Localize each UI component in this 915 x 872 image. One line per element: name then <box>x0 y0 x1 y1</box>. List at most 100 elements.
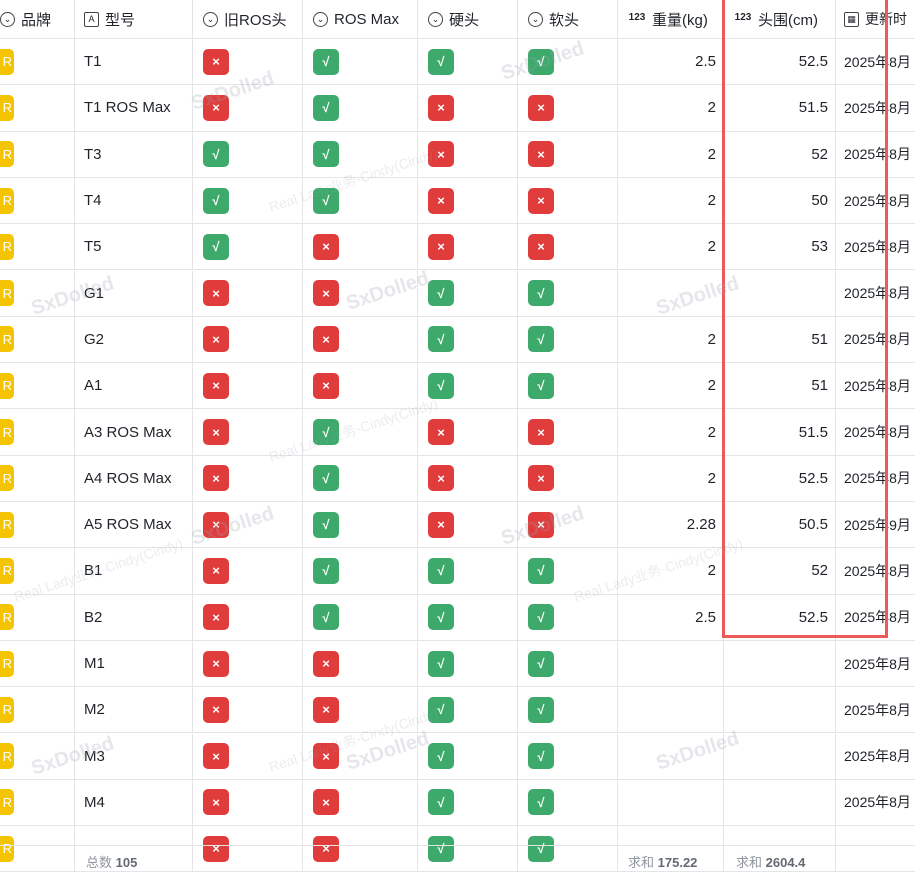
cell-hard[interactable]: × <box>418 455 518 501</box>
table-row[interactable]: R G1 × × √ √ 2025年8月 <box>0 270 915 317</box>
table-row[interactable]: R A1 × × √ √ 2 51 2025年8月 <box>0 363 915 410</box>
cell-head[interactable] <box>724 270 836 316</box>
cell-soft[interactable]: × <box>518 177 618 224</box>
cell-hard[interactable]: √ <box>418 826 518 872</box>
check-icon[interactable]: √ <box>528 696 554 723</box>
cell-updated[interactable]: 2025年8月 <box>844 192 911 209</box>
cell-ros-max[interactable]: × <box>303 687 418 733</box>
cell-hard[interactable]: × <box>418 177 518 224</box>
table-row[interactable]: R A5 ROS Max × √ × × 2.28 50.5 2025年9月 <box>0 502 915 549</box>
cell-model[interactable]: M3 <box>75 733 193 779</box>
cell-ros-max[interactable]: × <box>303 640 418 687</box>
col-model[interactable]: A 型号 <box>75 0 193 38</box>
cell-old-ros[interactable]: √ <box>193 177 303 224</box>
check-icon[interactable]: √ <box>313 465 339 492</box>
cross-icon[interactable]: × <box>313 789 339 816</box>
cell-updated[interactable]: 2025年8月 <box>844 701 911 718</box>
col-updated[interactable]: ▦ 更新时 <box>836 0 915 38</box>
cell-ros-max[interactable]: × <box>303 316 418 363</box>
check-icon[interactable]: √ <box>528 372 554 399</box>
check-icon[interactable]: √ <box>313 604 339 631</box>
check-icon[interactable]: √ <box>313 141 339 168</box>
cross-icon[interactable]: × <box>203 280 229 307</box>
check-icon[interactable]: √ <box>428 48 454 75</box>
cell-head[interactable]: 51 <box>724 363 836 409</box>
table-row[interactable]: R G2 × × √ √ 2 51 2025年8月 <box>0 316 915 364</box>
cell-soft[interactable]: × <box>518 85 618 131</box>
cell-weight[interactable] <box>618 779 724 826</box>
cell-head[interactable] <box>724 779 836 826</box>
cell-old-ros[interactable]: × <box>193 594 303 640</box>
cross-icon[interactable]: × <box>203 419 229 446</box>
cell-brand[interactable]: R <box>0 779 75 826</box>
cell-updated[interactable]: 2025年8月 <box>844 238 911 255</box>
cell-brand[interactable]: R <box>0 733 75 779</box>
cell-updated[interactable]: 2025年8月 <box>844 655 911 672</box>
cross-icon[interactable]: × <box>203 48 229 75</box>
cell-model[interactable]: A4 ROS Max <box>75 455 193 501</box>
cross-icon[interactable]: × <box>203 650 229 677</box>
cross-icon[interactable]: × <box>428 94 454 121</box>
cell-soft[interactable]: √ <box>518 640 618 687</box>
cell-model[interactable]: T1 <box>75 39 193 85</box>
col-hard[interactable]: ⌄ 硬头 <box>418 0 518 38</box>
cell-old-ros[interactable]: × <box>193 687 303 733</box>
cell-updated[interactable]: 2025年8月 <box>844 53 911 70</box>
cell-head[interactable] <box>724 640 836 687</box>
cell-hard[interactable]: × <box>418 224 518 270</box>
cell-soft[interactable]: × <box>518 502 618 548</box>
cross-icon[interactable]: × <box>528 419 554 446</box>
col-weight[interactable]: 123 重量(kg) <box>618 0 724 38</box>
cell-brand[interactable]: R <box>0 85 75 131</box>
cell-weight[interactable]: 2 <box>618 177 724 224</box>
cross-icon[interactable]: × <box>428 419 454 446</box>
cell-updated[interactable]: 2025年8月 <box>844 285 911 302</box>
check-icon[interactable]: √ <box>528 604 554 631</box>
cell-weight[interactable]: 2 <box>618 455 724 501</box>
cell-ros-max[interactable]: √ <box>303 594 418 640</box>
cell-head[interactable]: 52 <box>724 131 836 177</box>
cell-head[interactable] <box>724 733 836 779</box>
cross-icon[interactable]: × <box>203 604 229 631</box>
table-row[interactable]: R M1 × × √ √ 2025年8月 <box>0 640 915 688</box>
cell-ros-max[interactable]: × <box>303 270 418 316</box>
cell-brand[interactable]: R <box>0 316 75 363</box>
table-row[interactable]: R T1 × √ √ √ 2.5 52.5 2025年8月 <box>0 39 915 86</box>
cell-hard[interactable]: × <box>418 409 518 455</box>
check-icon[interactable]: √ <box>203 233 229 260</box>
cell-ros-max[interactable]: × <box>303 363 418 409</box>
cell-head[interactable]: 51.5 <box>724 85 836 131</box>
cell-old-ros[interactable]: × <box>193 409 303 455</box>
table-row[interactable]: R A3 ROS Max × √ × × 2 51.5 2025年8月 <box>0 409 915 456</box>
cross-icon[interactable]: × <box>528 233 554 260</box>
cell-weight[interactable]: 2 <box>618 363 724 409</box>
check-icon[interactable]: √ <box>313 187 339 214</box>
cross-icon[interactable]: × <box>203 511 229 538</box>
cell-soft[interactable]: √ <box>518 594 618 640</box>
cell-updated[interactable]: 2025年9月 <box>844 516 911 533</box>
table-row[interactable]: R M2 × × √ √ 2025年8月 <box>0 687 915 734</box>
table-row[interactable]: R T5 √ × × × 2 53 2025年8月 <box>0 224 915 271</box>
cell-brand[interactable]: R <box>0 502 75 548</box>
cross-icon[interactable]: × <box>528 141 554 168</box>
cell-hard[interactable]: √ <box>418 687 518 733</box>
cross-icon[interactable]: × <box>528 94 554 121</box>
cell-hard[interactable]: √ <box>418 594 518 640</box>
cell-model[interactable]: A3 ROS Max <box>75 409 193 455</box>
cell-old-ros[interactable]: × <box>193 363 303 409</box>
check-icon[interactable]: √ <box>528 789 554 816</box>
check-icon[interactable]: √ <box>428 743 454 770</box>
col-soft[interactable]: ⌄ 软头 <box>518 0 618 38</box>
cross-icon[interactable]: × <box>313 326 339 353</box>
table-row[interactable]: R B1 × √ √ √ 2 52 2025年8月 <box>0 548 915 595</box>
cell-hard[interactable]: × <box>418 85 518 131</box>
check-icon[interactable]: √ <box>428 789 454 816</box>
cell-hard[interactable]: √ <box>418 39 518 85</box>
cell-brand[interactable]: R <box>0 363 75 409</box>
cell-old-ros[interactable]: √ <box>193 224 303 270</box>
table-row[interactable]: R T4 √ √ × × 2 50 2025年8月 <box>0 177 915 225</box>
check-icon[interactable]: √ <box>428 696 454 723</box>
cell-old-ros[interactable]: × <box>193 316 303 363</box>
check-icon[interactable]: √ <box>203 187 229 214</box>
check-icon[interactable]: √ <box>428 835 454 862</box>
